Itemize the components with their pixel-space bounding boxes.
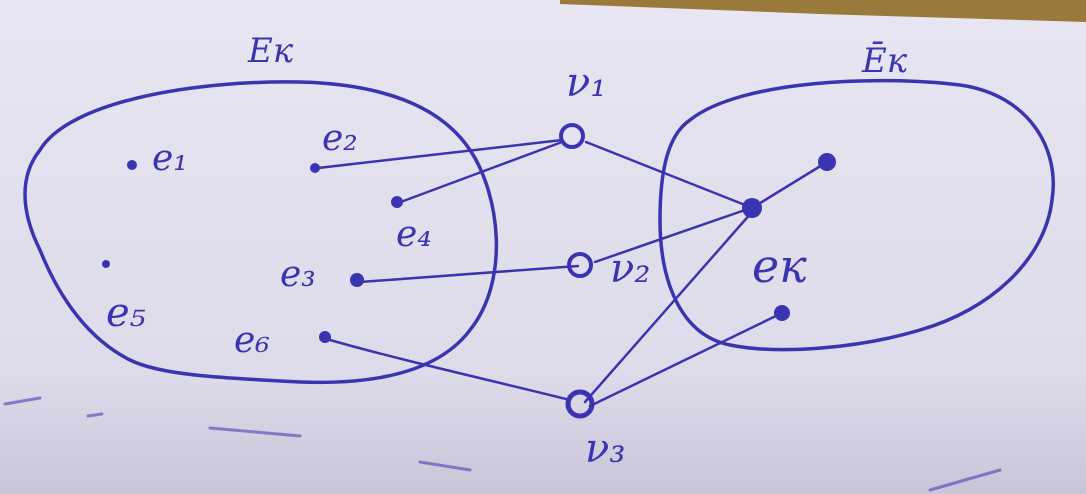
- vertex-v1: [559, 123, 585, 149]
- edge-v1-ek: [584, 140, 747, 207]
- point-e2: [310, 163, 320, 173]
- wooden-surface: [560, 0, 1086, 22]
- point-ek: [742, 198, 762, 218]
- right-set-points: [742, 153, 836, 321]
- edge-e2-v1: [316, 138, 564, 170]
- set-boundary-left: [23, 80, 499, 385]
- left-set-points: [102, 160, 403, 343]
- label-v2: ν₂: [610, 246, 650, 292]
- point-e5: [102, 260, 110, 268]
- edge-e6-v3: [328, 338, 572, 402]
- background-dash-strokes: [3, 396, 1002, 492]
- point-e6: [319, 331, 331, 343]
- edge-e4-v1: [396, 140, 564, 205]
- point-e3: [350, 273, 364, 287]
- label-e2: e₂: [322, 118, 358, 159]
- point-e1: [127, 160, 137, 170]
- label-e1: e₁: [152, 138, 188, 179]
- label-ek: eк: [752, 239, 807, 293]
- edge-v3-ek: [583, 210, 754, 404]
- label-e4: e₄: [396, 214, 432, 255]
- label-e3: e₃: [280, 254, 316, 295]
- set-boundary-right: [658, 78, 1055, 352]
- edge-v3-right-point: [588, 311, 784, 408]
- middle-vertices: [559, 123, 595, 419]
- point-right-top: [818, 153, 836, 171]
- edge-ek-right-point: [750, 160, 829, 210]
- label-e5: e₅: [106, 290, 146, 336]
- edge-e3-v2: [358, 264, 580, 284]
- graph-edges: [316, 138, 829, 408]
- edge-v2-ek: [593, 208, 747, 264]
- vertex-v2: [567, 252, 593, 278]
- label-e6: e₆: [234, 320, 270, 361]
- label-v1: ν₁: [566, 60, 606, 106]
- label-v3: ν₃: [585, 426, 625, 472]
- label-set-left: Eк: [247, 31, 294, 71]
- vertex-v3: [565, 389, 595, 419]
- point-e4: [391, 196, 403, 208]
- label-set-right: Ēк: [861, 41, 908, 81]
- point-right-bottom: [774, 305, 790, 321]
